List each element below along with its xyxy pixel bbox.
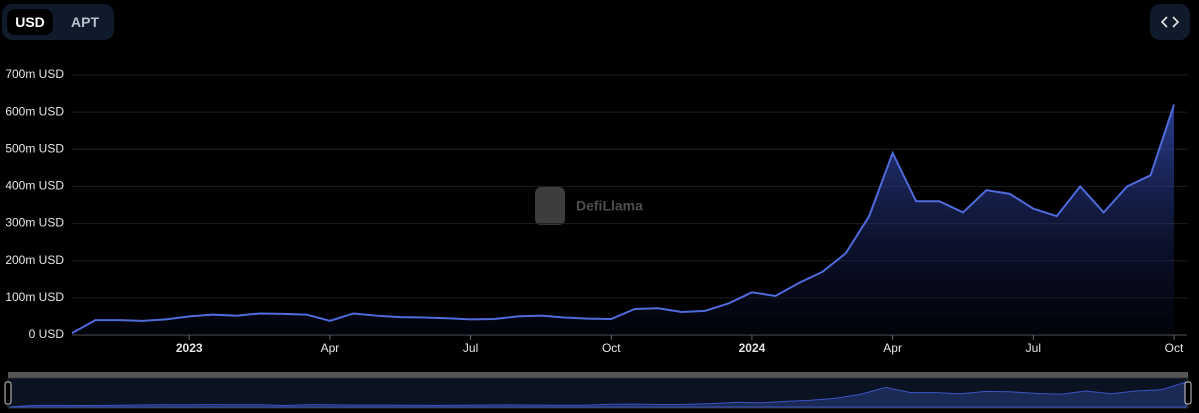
area-fill — [72, 104, 1174, 335]
x-tick-label: Jul — [1026, 341, 1041, 355]
y-tick-label: 300m USD — [5, 216, 64, 230]
y-tick-label: 200m USD — [5, 253, 64, 267]
code-icon — [1160, 16, 1180, 28]
x-tick-label: Jul — [463, 341, 478, 355]
x-tick-label: 2024 — [739, 341, 766, 355]
embed-button[interactable] — [1150, 4, 1190, 40]
watermark: DefiLlama — [535, 187, 643, 225]
tab-usd[interactable]: USD — [7, 9, 53, 35]
watermark-text: DefiLlama — [576, 198, 643, 214]
x-tick-label: Apr — [883, 341, 902, 355]
x-tick-label: Apr — [321, 341, 340, 355]
y-tick-label: 600m USD — [5, 104, 64, 118]
brush-mini-area — [9, 381, 1187, 408]
x-tick-label: 2023 — [176, 341, 203, 355]
y-tick-label: 700m USD — [5, 67, 64, 81]
line — [71, 104, 1175, 335]
y-tick-label: 500m USD — [5, 141, 64, 155]
y-tick-label: 400m USD — [5, 179, 64, 193]
y-tick-label: 100m USD — [5, 290, 64, 304]
x-tick-label: Oct — [1165, 341, 1184, 355]
brush-handle — [4, 381, 12, 405]
brush-track — [8, 372, 1188, 378]
tab-apt[interactable]: APT — [71, 14, 99, 30]
brush-area — [7, 377, 1189, 409]
y-tick-label: 0 USD — [29, 327, 65, 341]
currency-toggle: USD APT — [2, 4, 114, 40]
brush-handle — [1184, 381, 1192, 405]
x-tick-label: Oct — [602, 341, 621, 355]
